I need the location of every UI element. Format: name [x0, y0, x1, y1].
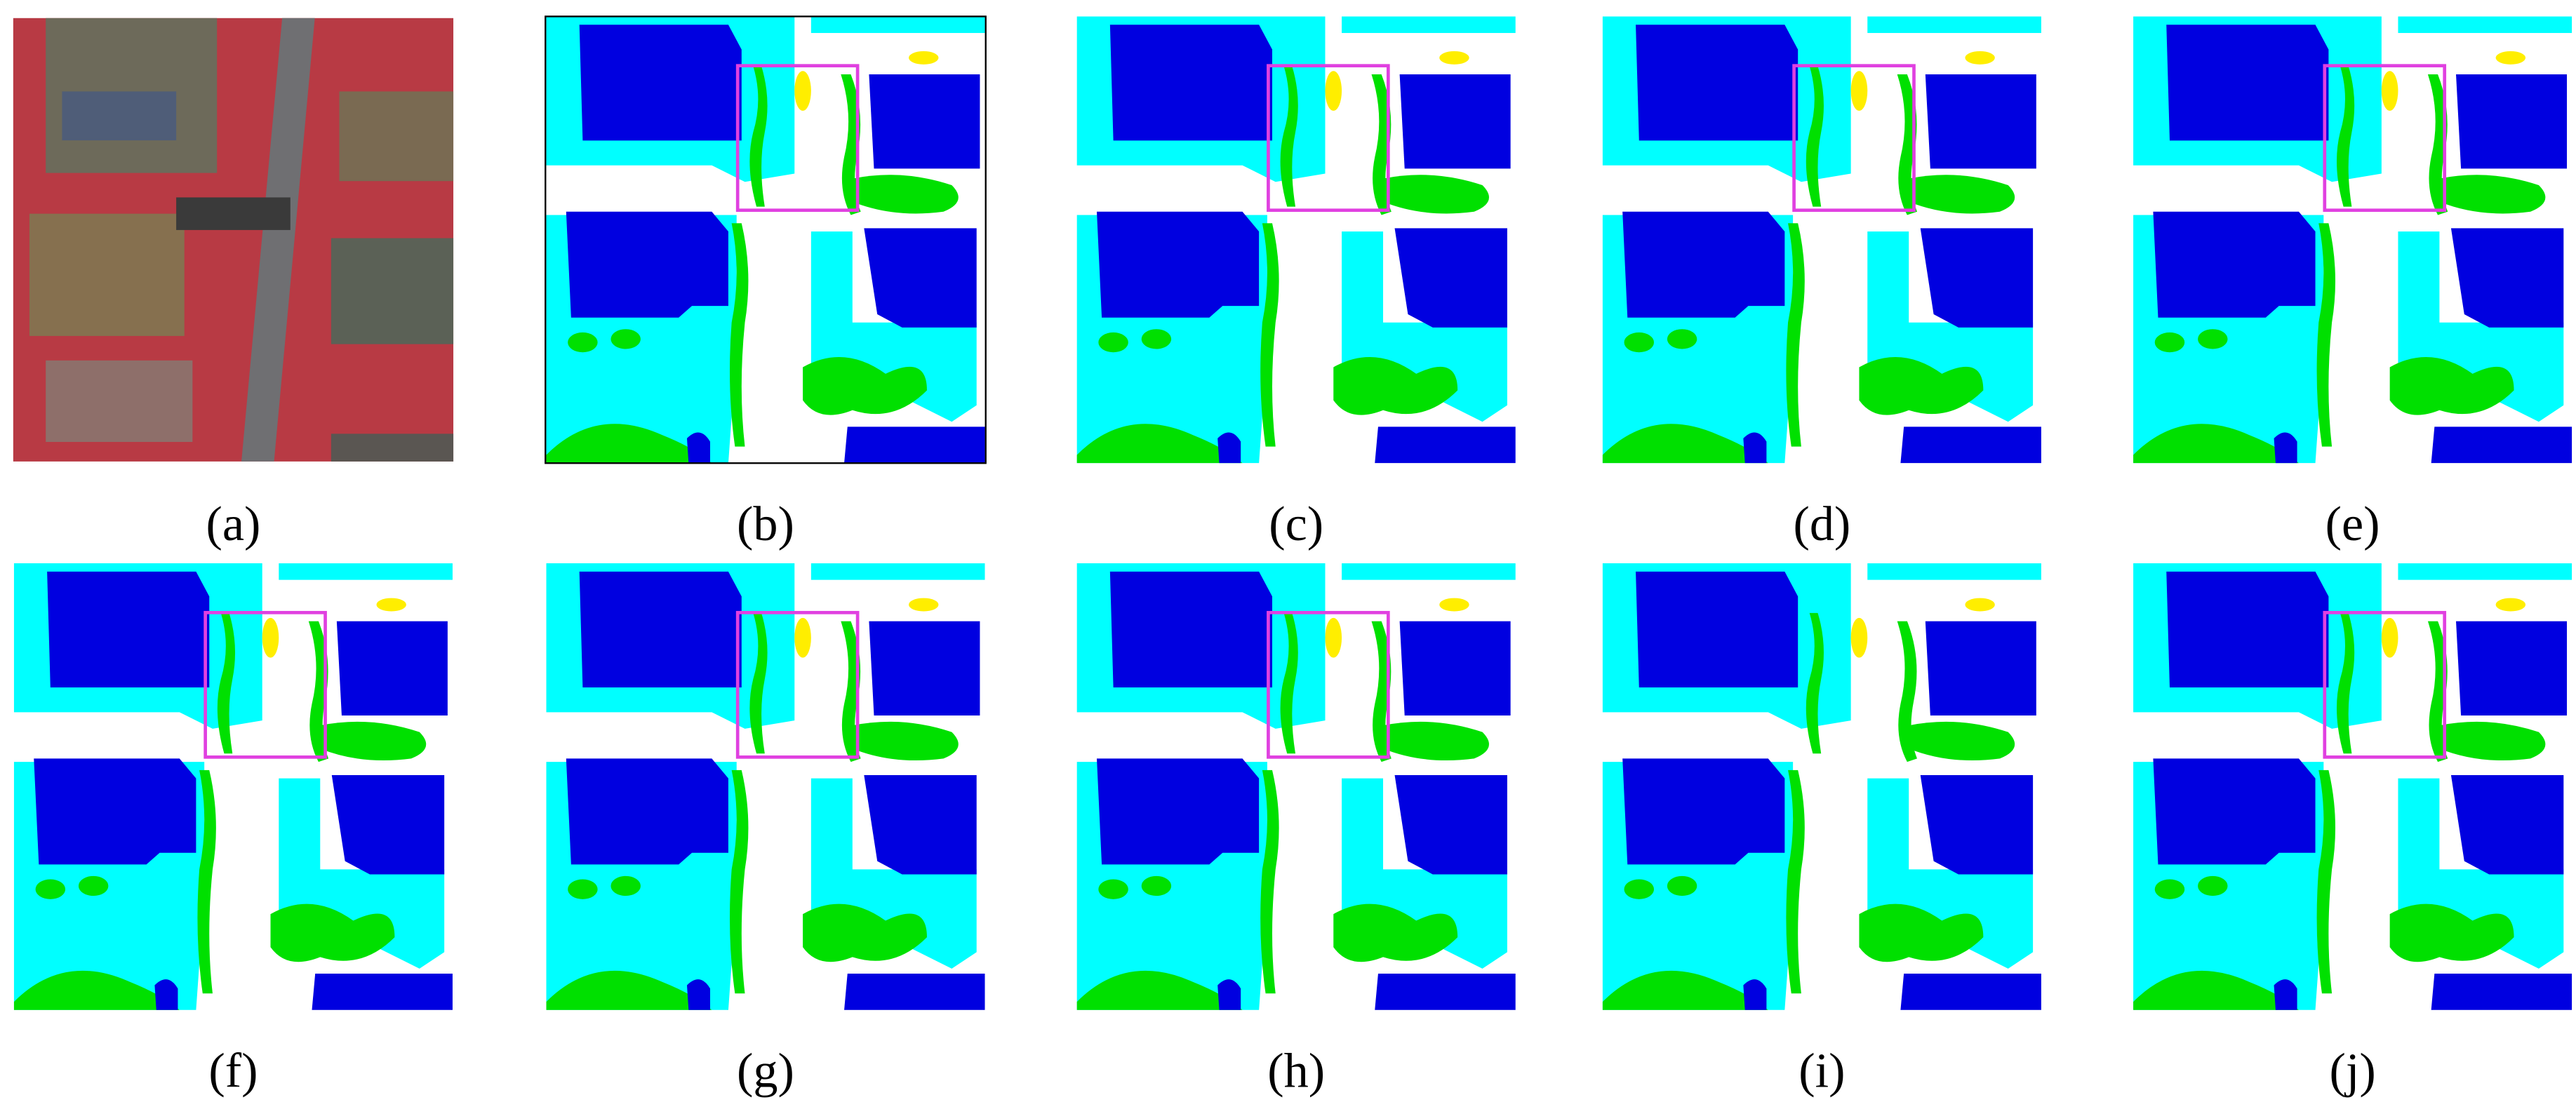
segmentation-map	[1076, 563, 1516, 1010]
highlight-box	[203, 610, 327, 759]
panel-label: (b)	[737, 497, 794, 551]
segmentation-map	[1602, 16, 2041, 464]
panel-label: (a)	[206, 497, 260, 551]
highlight-box	[735, 64, 860, 213]
panel-label: (h)	[1267, 1044, 1325, 1098]
segmentation-map	[546, 563, 985, 1010]
highlight-box	[1267, 64, 1390, 213]
highlight-box	[2323, 64, 2447, 213]
segmentation-map	[546, 16, 985, 464]
panel-label: (c)	[1269, 497, 1323, 551]
segmentation-map	[1076, 16, 1516, 464]
panel-label: (d)	[1793, 497, 1850, 551]
panel-label: (j)	[2329, 1044, 2375, 1098]
highlight-box	[735, 610, 860, 759]
aerial-image	[13, 18, 454, 462]
highlight-box	[1792, 64, 1916, 213]
panel-label: (i)	[1798, 1044, 1845, 1098]
panel-outline	[545, 15, 987, 464]
segmentation-map	[13, 563, 453, 1010]
segmentation-map	[2133, 563, 2572, 1010]
segmentation-map	[1602, 563, 2041, 1010]
highlight-box	[1267, 610, 1390, 759]
panel-label: (e)	[2325, 497, 2380, 551]
segmentation-map	[2133, 16, 2572, 464]
highlight-box	[2323, 610, 2447, 759]
panel-label: (g)	[737, 1044, 794, 1098]
panel-label: (f)	[208, 1044, 258, 1098]
